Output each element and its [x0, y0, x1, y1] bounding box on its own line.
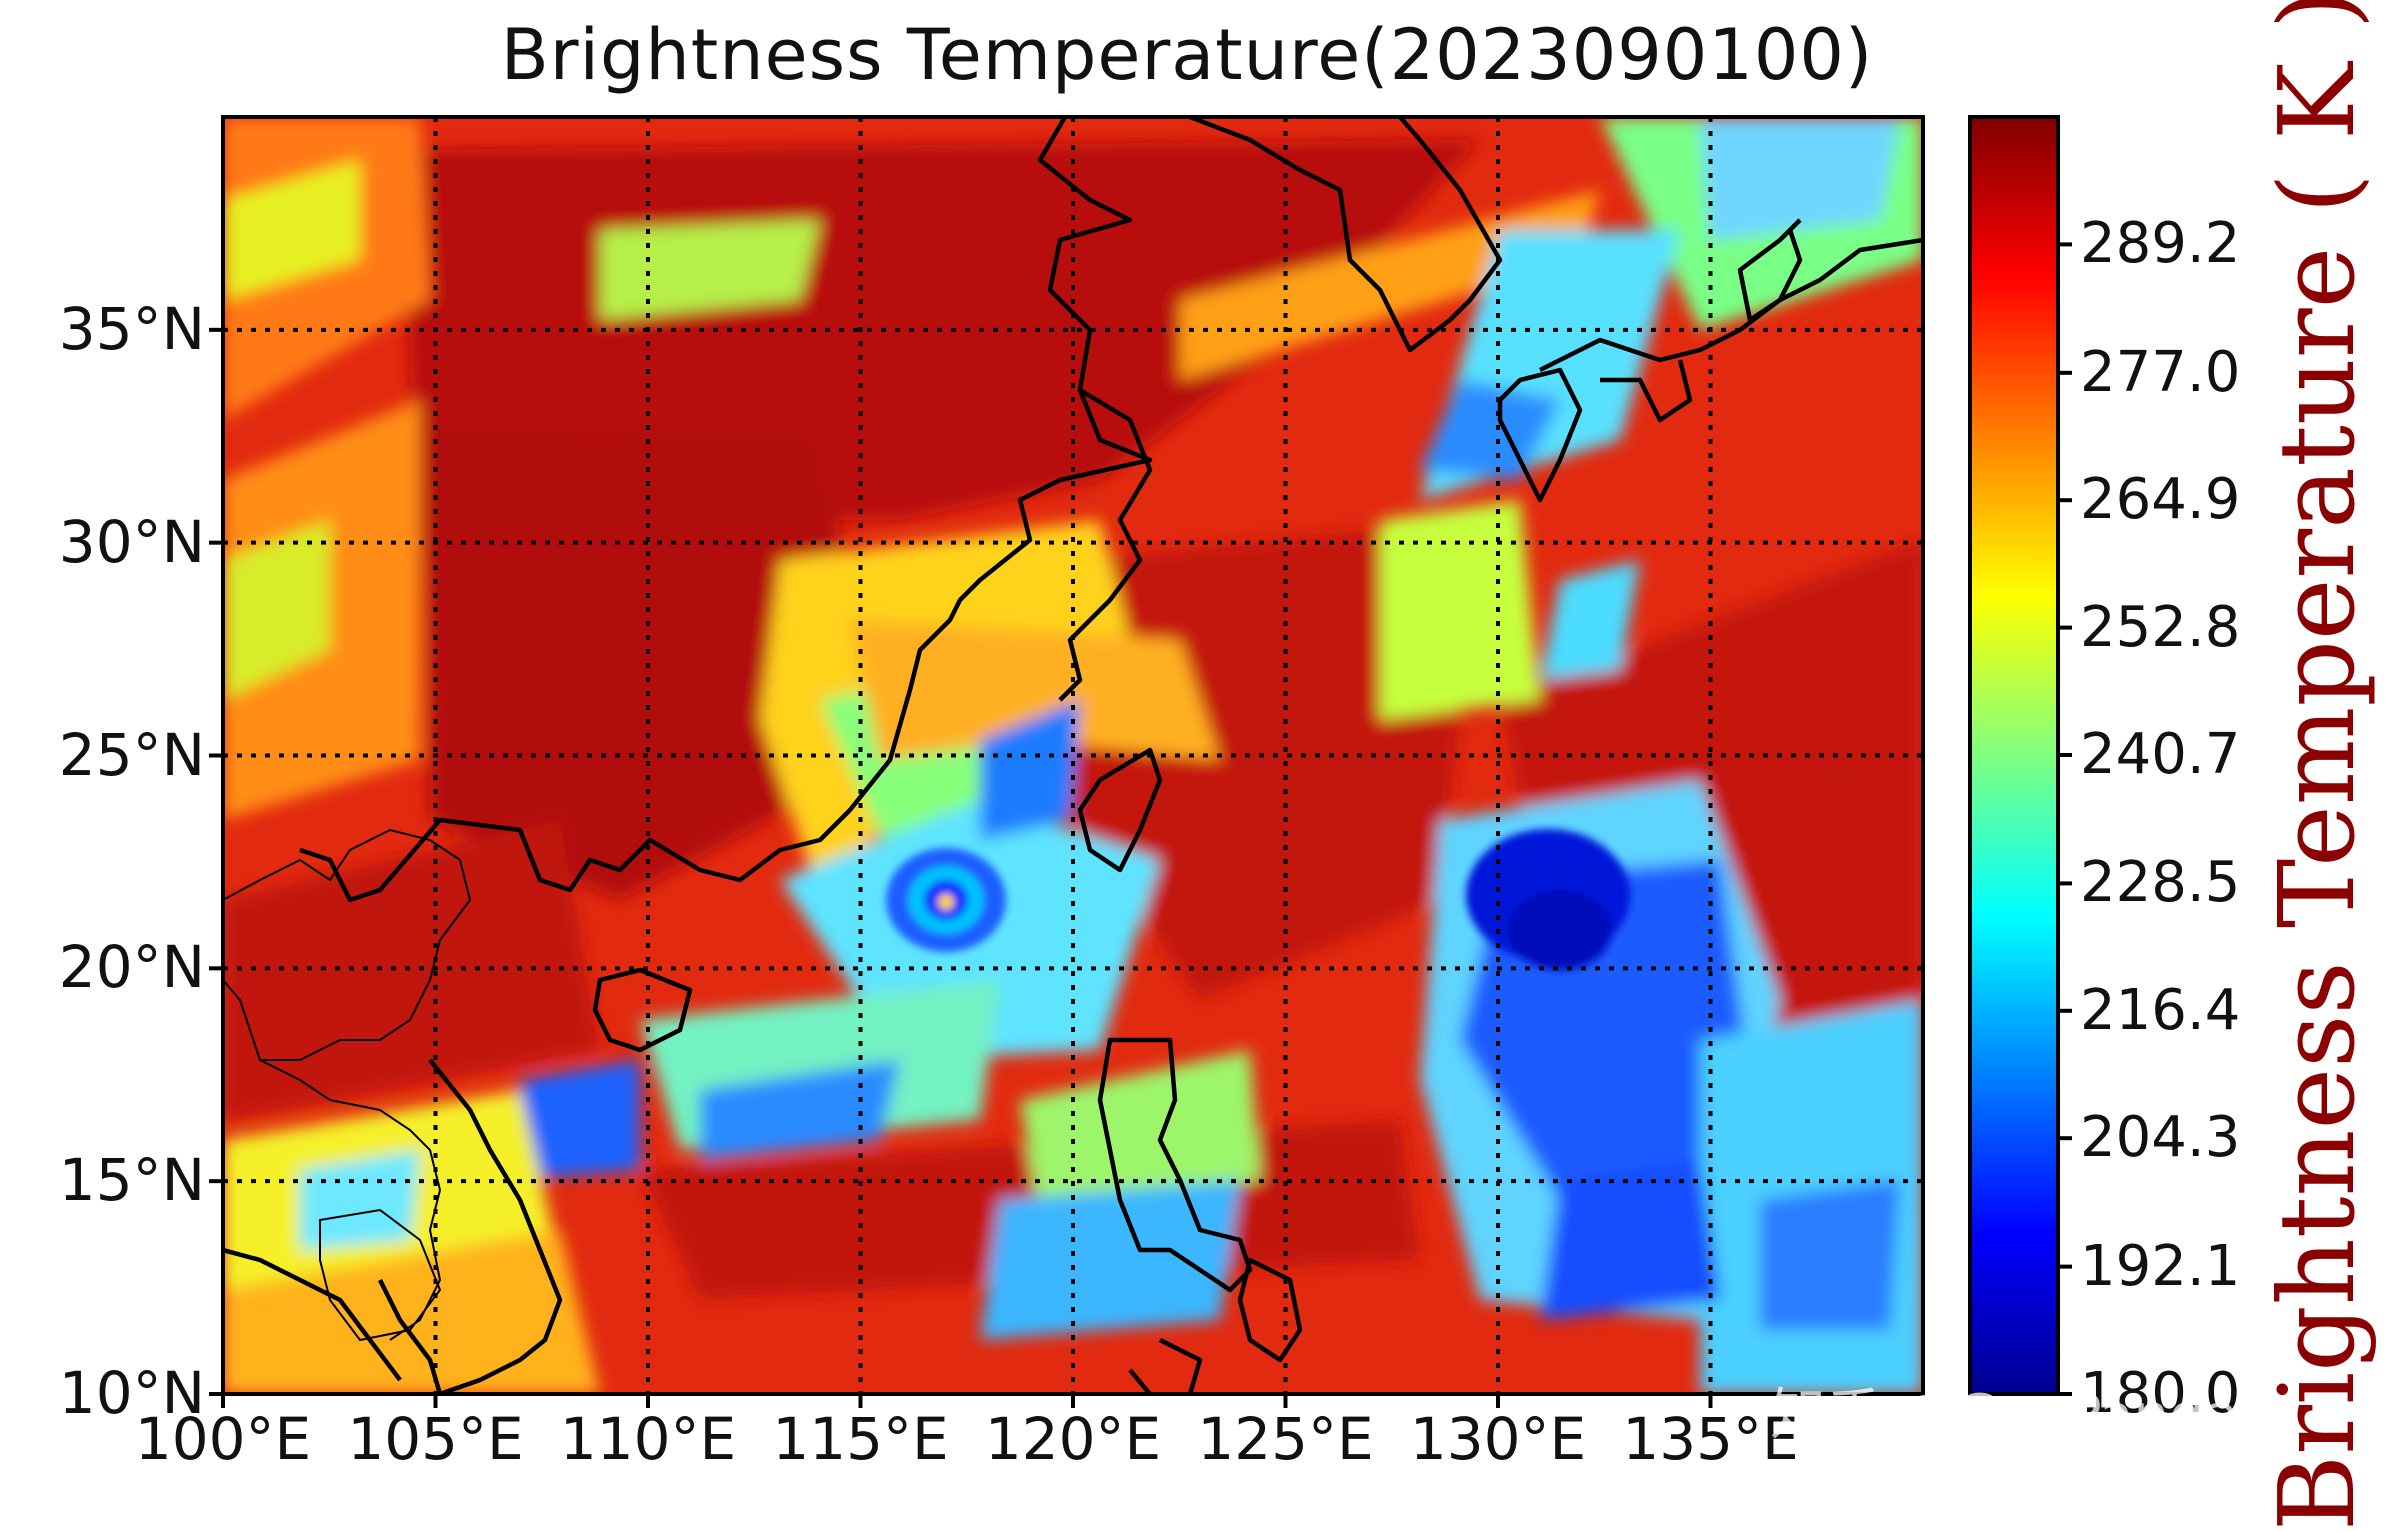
colorbar-tick-label: 180.0: [2080, 1361, 2241, 1426]
y-tick-label: 20°N: [58, 933, 205, 1002]
colorbar-tick-label: 252.8: [2080, 594, 2241, 660]
colorbar-label: Brightness Temperature ( K ): [2256, 0, 2379, 1531]
x-tick-label: 130°E: [1409, 1405, 1587, 1473]
x-tick-label: 110°E: [559, 1405, 737, 1473]
x-tick-label: 120°E: [984, 1405, 1162, 1473]
y-tick-label: 15°N: [58, 1146, 205, 1215]
axis-ticks: [209, 327, 1713, 1408]
figure: Brightness Temperature(2023090100): [58, 0, 2379, 1531]
y-tick-label: 25°N: [58, 720, 205, 789]
y-tick-label: 10°N: [58, 1359, 205, 1427]
colorbar-tick-label: 192.1: [2080, 1233, 2241, 1299]
colorbar-label-box: Brightness Temperature ( K ): [2257, 0, 2379, 1531]
country-borders: [223, 828, 472, 1342]
colorbar-ticks: [2058, 242, 2072, 1396]
colorbar-tick-label: 264.9: [2080, 467, 2241, 533]
colorbar-tick-label: 228.5: [2080, 850, 2241, 916]
colorbar-tick-label: 277.0: [2080, 339, 2241, 405]
colorbar-tick-label: 289.2: [2080, 211, 2241, 277]
x-tick-label: 105°E: [347, 1405, 524, 1473]
colorbar-tick-label: 240.7: [2080, 721, 2241, 787]
colorbar-tick-label: 204.3: [2080, 1105, 2241, 1171]
x-tick-label: 125°E: [1197, 1405, 1374, 1473]
colorbar: [1968, 115, 2060, 1396]
coastlines: [223, 117, 1923, 1394]
colorbar-tick-label: 216.4: [2080, 977, 2241, 1043]
x-tick-label: 115°E: [772, 1405, 949, 1473]
brightness-temperature-map: [209, 115, 2072, 1408]
y-tick-label: 35°N: [58, 294, 205, 363]
map-title: Brightness Temperature(2023090100): [500, 14, 1874, 96]
y-tick-label: 30°N: [58, 507, 205, 576]
gridlines: [223, 117, 1923, 1394]
x-tick-label: 100°E: [134, 1405, 312, 1473]
x-tick-label: 135°E: [1622, 1405, 1799, 1473]
watermark: 知乎 @GeoPanda: [1770, 1383, 2239, 1448]
